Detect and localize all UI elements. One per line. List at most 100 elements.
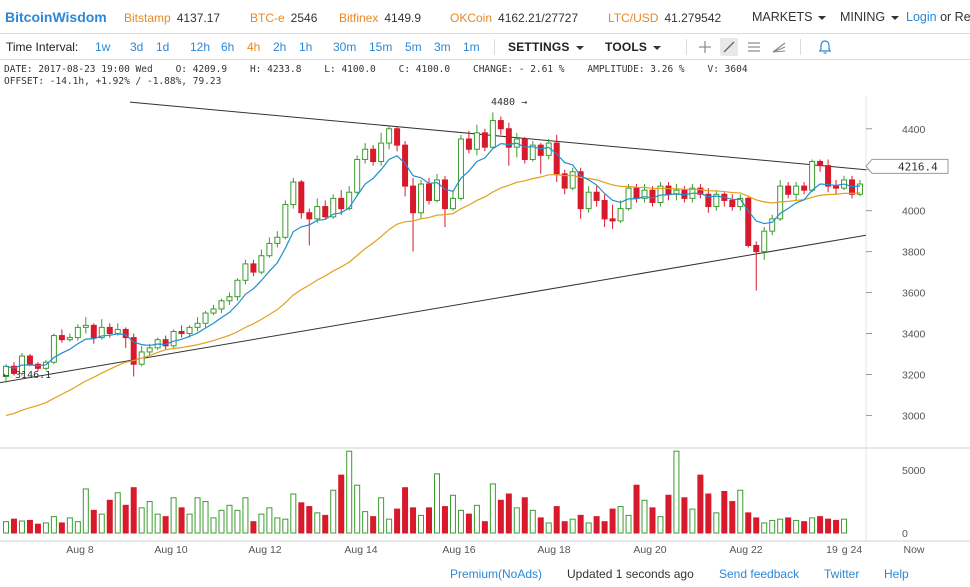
candle-body [146,347,153,353]
candle-body [817,161,824,167]
help-link[interactable]: Help [884,567,909,581]
register-link[interactable]: or Re [940,10,970,24]
chevron-down-icon [891,15,900,20]
volume-bar [346,450,353,534]
chevron-down-icon [575,45,584,50]
candle-body [593,191,600,201]
ohlc-info-line: DATE: 2017-08-23 19:00 Wed O: 4209.9 H: … [4,64,748,75]
volume-bar [50,516,57,534]
volume-bar [521,497,528,534]
price-tick-label: 3800 [902,247,926,259]
volume-bar [26,519,33,534]
interval-4h[interactable]: 4h [247,40,261,54]
interval-3d[interactable]: 3d [130,40,144,54]
market-price: 41.279542 [664,11,722,25]
settings-menu[interactable]: SETTINGS [508,40,584,54]
candle-body [521,138,528,160]
volume-bar [274,517,281,534]
volume-bar [154,513,161,534]
x-tick-label: Aug 12 [248,544,281,556]
market-ticker-btce[interactable]: BTC-e 2546 [250,11,317,25]
trend-line-icon[interactable] [720,38,738,56]
volume-bar [713,512,720,534]
volume-bar [314,512,321,534]
interval-15m[interactable]: 15m [369,40,393,54]
candle-body [170,330,177,347]
candle-body [553,142,560,175]
interval-3m[interactable]: 3m [434,40,451,54]
volume-bar [601,521,608,534]
price-tick-label: 3600 [902,288,926,300]
candlestick-series [3,112,863,383]
candle-body [402,144,409,187]
candle-body [290,181,297,206]
fan-lines-icon[interactable] [770,38,788,56]
footer-bar: Premium(NoAds) Updated 1 seconds ago Sen… [0,562,970,587]
volume-bar [545,522,552,534]
chevron-down-icon [653,45,662,50]
trend-lines [0,101,867,384]
volume-bar [801,521,808,534]
candle-body [266,242,273,257]
candle-body [274,236,281,244]
interval-1w[interactable]: 1w [95,40,111,54]
interval-12h[interactable]: 12h [190,40,211,54]
feedback-link[interactable]: Send feedback [719,567,800,581]
interval-2h[interactable]: 2h [273,40,287,54]
volume-bar [418,514,425,534]
interval-1h[interactable]: 1h [299,40,313,54]
candle-body [441,179,448,210]
volume-bar [98,513,105,534]
interval-30m[interactable]: 30m [333,40,357,54]
support-trend-line [0,234,867,384]
volume-bar [729,501,736,534]
login-link[interactable]: Login [906,10,937,24]
interval-6h[interactable]: 6h [221,40,235,54]
toolbar-divider [686,39,687,55]
candle-body [82,324,89,328]
market-ticker-okcoin[interactable]: OKCoin 4162.21/27727 [450,11,578,25]
horizontal-lines-icon[interactable] [745,38,763,56]
candle-body [386,128,393,144]
candle-body [50,335,57,363]
price-chart[interactable]: 4400420040003800360034003200300050000Aug… [0,60,970,562]
volume-bar [665,494,672,534]
interval-1d[interactable]: 1d [156,40,170,54]
candle-body [529,144,536,160]
volume-bar [370,516,377,534]
candle-body [210,308,217,314]
premium-link[interactable]: Premium(NoAds) [450,567,543,581]
volume-bar [146,501,153,534]
settings-label: SETTINGS [508,40,570,54]
volume-bar [745,512,752,534]
interval-1m[interactable]: 1m [463,40,480,54]
twitter-link[interactable]: Twitter [824,567,860,581]
candle-body [745,197,752,246]
candle-body [370,148,377,163]
crosshair-icon[interactable] [696,38,714,56]
interval-5m[interactable]: 5m [405,40,422,54]
candle-body [761,230,768,253]
market-ticker-bitfinex[interactable]: Bitfinex 4149.9 [339,11,421,25]
bell-icon[interactable] [816,38,834,56]
market-name: LTC/USD [608,11,659,25]
volume-bar [250,521,257,534]
market-ticker-bitstamp[interactable]: Bitstamp 4137.17 [124,11,220,25]
market-ticker-ltcusd[interactable]: LTC/USD 41.279542 [608,11,721,25]
volume-bar [290,493,297,534]
candle-body [418,183,425,214]
brand-logo[interactable]: BitcoinWisdom [5,9,107,25]
tools-menu[interactable]: TOOLS [605,40,662,54]
mining-menu[interactable]: MINING [840,10,900,24]
volume-bar [178,507,185,534]
volume-bar [18,520,25,534]
candle-body [665,185,672,195]
price-tick-label: 3400 [902,329,926,341]
markets-menu[interactable]: MARKETS [752,10,827,24]
candle-body [489,120,496,148]
candle-body [26,355,33,365]
candle-body [585,191,592,210]
volume-bar [3,521,9,534]
candle-body [194,322,201,328]
volume-bar [402,487,409,534]
